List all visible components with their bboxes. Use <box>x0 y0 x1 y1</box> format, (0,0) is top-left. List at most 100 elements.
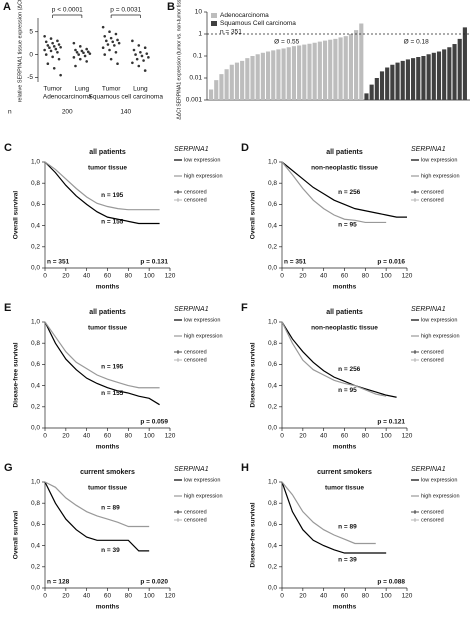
n-label: n = 89 <box>101 505 120 512</box>
data-point <box>46 62 50 66</box>
survival-curve <box>281 161 387 224</box>
legend-label: high expression <box>184 333 223 339</box>
x-tick-label: 20 <box>299 433 307 440</box>
bar <box>411 58 416 100</box>
data-point <box>44 40 48 44</box>
x-tick-label: 40 <box>320 433 328 440</box>
data-point <box>139 50 142 54</box>
x-tick-label: 60 <box>341 593 349 600</box>
data-point <box>51 41 54 45</box>
x-tick-label: 120 <box>165 593 176 600</box>
panel-label: C <box>4 142 12 154</box>
p-value: p = 0.020 <box>140 579 168 586</box>
x-tick-label: 40 <box>83 593 91 600</box>
x-tick-label: 60 <box>104 593 112 600</box>
n-label: n = 39 <box>338 557 357 564</box>
data-point <box>131 61 134 65</box>
data-point <box>48 46 51 50</box>
bar <box>374 78 379 100</box>
x-tick-label: 80 <box>125 433 133 440</box>
legend-title: SERPINA1 <box>411 466 446 473</box>
legend-label: high expression <box>421 493 460 499</box>
survival-curve <box>281 321 387 397</box>
bar <box>307 43 312 100</box>
bar <box>224 69 229 100</box>
chart-subtitle: tumor tissue <box>88 325 127 332</box>
bar <box>276 49 281 100</box>
data-point <box>56 39 59 43</box>
y-axis-label: ΔΔCt SERPINA1 expression (tumor vs. non-… <box>176 0 182 120</box>
data-point <box>83 54 87 58</box>
x-axis-label: months <box>333 604 357 611</box>
bar <box>338 37 343 100</box>
y-tick-label: 0,0 <box>31 425 40 432</box>
data-point <box>77 53 80 56</box>
x-tick-label: 120 <box>402 433 413 440</box>
x-tick-label: 100 <box>381 593 392 600</box>
x-tick-label: 100 <box>144 593 155 600</box>
y-tick-label: 0,8 <box>31 500 40 507</box>
data-point <box>101 25 105 29</box>
y-tick-label: 0,0 <box>268 265 277 272</box>
y-tick-label: 0,0 <box>31 585 40 592</box>
panel-label: G <box>4 462 13 474</box>
x-tick-label: Tumor <box>43 86 62 93</box>
data-point <box>85 47 88 51</box>
y-tick-label: 0,4 <box>31 382 40 389</box>
legend-label: low expression <box>184 157 220 163</box>
data-point <box>105 39 108 43</box>
x-tick-label: Lung <box>75 86 90 93</box>
y-tick-label: 0.001 <box>186 97 203 104</box>
x-tick-label: 100 <box>381 273 392 280</box>
x-tick-label: 80 <box>362 433 370 440</box>
x-tick-label: 20 <box>62 273 70 280</box>
data-point <box>80 49 84 53</box>
legend-label: censored <box>421 197 444 203</box>
x-tick-label: 120 <box>402 593 413 600</box>
bar <box>447 47 452 100</box>
y-tick-label: 0,2 <box>31 404 40 411</box>
survival-curve <box>281 161 407 218</box>
total-label: n = 351 <box>47 259 70 266</box>
bar <box>281 48 286 100</box>
n-label: n = 95 <box>338 387 357 394</box>
data-point <box>137 44 141 47</box>
x-axis-label: months <box>333 284 357 291</box>
n-label: n = 256 <box>338 366 361 373</box>
data-point <box>49 37 53 40</box>
y-axis-label: Disease-free survival <box>250 342 257 407</box>
data-point <box>82 51 85 55</box>
y-tick-label: 0,2 <box>31 244 40 251</box>
y-tick-label: 0,6 <box>268 361 277 368</box>
panel-label: F <box>241 302 248 314</box>
x-tick-label: 0 <box>280 273 284 280</box>
chart-subtitle: tumor tissue <box>325 485 364 492</box>
legend-label: censored <box>421 509 444 515</box>
data-point <box>88 52 92 55</box>
y-tick-label: 0,6 <box>268 201 277 208</box>
bar <box>442 49 447 100</box>
bar <box>333 38 338 100</box>
bar <box>312 42 317 100</box>
chart-title: all patients <box>326 309 363 316</box>
legend-title: SERPINA1 <box>174 306 209 313</box>
y-tick-label: 10 <box>195 9 203 16</box>
bar <box>250 56 255 100</box>
bar <box>452 44 457 100</box>
legend-title: SERPINA1 <box>174 466 209 473</box>
data-point <box>116 62 119 66</box>
data-point <box>131 39 134 43</box>
n-label: n = 195 <box>101 192 124 199</box>
bar <box>271 50 276 100</box>
p-value: p = 0.059 <box>140 419 168 426</box>
x-tick-label: 20 <box>299 593 307 600</box>
legend-label: censored <box>421 357 444 363</box>
legend-title: SERPINA1 <box>174 146 209 153</box>
y-tick-label: 0,2 <box>31 564 40 571</box>
x-tick-label: 60 <box>341 433 349 440</box>
p-value: p = 0.131 <box>140 259 168 266</box>
survival-curve <box>44 161 160 211</box>
data-point <box>116 38 119 42</box>
bar <box>400 60 405 100</box>
y-tick-label: 0,4 <box>268 542 277 549</box>
